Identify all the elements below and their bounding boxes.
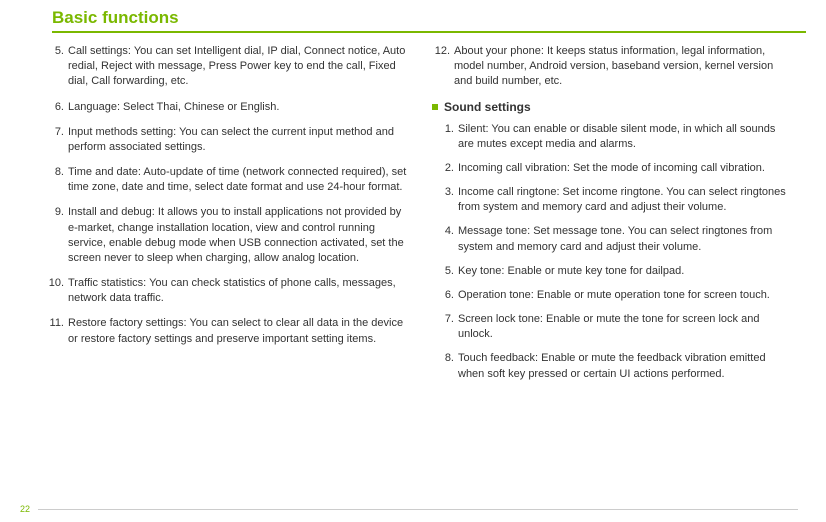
right-top-item-number: 12. bbox=[432, 44, 454, 90]
left-item-number: 6. bbox=[46, 100, 68, 115]
sound-item: 1.Silent: You can enable or disable sile… bbox=[442, 122, 788, 152]
sound-item: 5.Key tone: Enable or mute key tone for … bbox=[442, 264, 788, 279]
page-header: Basic functions bbox=[52, 8, 806, 33]
left-item-number: 8. bbox=[46, 165, 68, 195]
right-top-item-text: About your phone: It keeps status inform… bbox=[454, 44, 788, 90]
left-item-text: Language: Select Thai, Chinese or Englis… bbox=[68, 100, 408, 115]
left-item-text: Input methods setting: You can select th… bbox=[68, 125, 408, 155]
sound-item: 2.Incoming call vibration: Set the mode … bbox=[442, 161, 788, 176]
sound-item-number: 4. bbox=[442, 224, 458, 254]
sound-item-text: Income call ringtone: Set income rington… bbox=[458, 185, 788, 215]
header-title: Basic functions bbox=[52, 8, 806, 30]
sound-item-number: 5. bbox=[442, 264, 458, 279]
sound-item-number: 6. bbox=[442, 288, 458, 303]
left-item-text: Time and date: Auto-update of time (netw… bbox=[68, 165, 408, 195]
sound-item-number: 1. bbox=[442, 122, 458, 152]
sound-item: 6.Operation tone: Enable or mute operati… bbox=[442, 288, 788, 303]
left-item-number: 9. bbox=[46, 205, 68, 266]
footer-line bbox=[38, 509, 798, 510]
page-footer: 22 bbox=[20, 504, 798, 514]
sound-item-text: Incoming call vibration: Set the mode of… bbox=[458, 161, 788, 176]
content-area: 5.Call settings: You can set Intelligent… bbox=[46, 44, 806, 391]
sound-item-text: Operation tone: Enable or mute operation… bbox=[458, 288, 788, 303]
sound-settings-title: Sound settings bbox=[444, 100, 531, 114]
sound-item: 3.Income call ringtone: Set income ringt… bbox=[442, 185, 788, 215]
sound-item-number: 7. bbox=[442, 312, 458, 342]
left-item-number: 5. bbox=[46, 44, 68, 90]
sound-item-text: Silent: You can enable or disable silent… bbox=[458, 122, 788, 152]
sound-settings-header: Sound settings bbox=[432, 100, 788, 114]
left-item: 10.Traffic statistics: You can check sta… bbox=[46, 276, 408, 306]
left-item-number: 10. bbox=[46, 276, 68, 306]
left-item: 9.Install and debug: It allows you to in… bbox=[46, 205, 408, 266]
right-top-item: 12.About your phone: It keeps status inf… bbox=[432, 44, 788, 90]
left-item-text: Restore factory settings: You can select… bbox=[68, 316, 408, 346]
sound-item-text: Key tone: Enable or mute key tone for da… bbox=[458, 264, 788, 279]
left-item-number: 11. bbox=[46, 316, 68, 346]
section-marker-icon bbox=[432, 104, 438, 110]
left-item: 5.Call settings: You can set Intelligent… bbox=[46, 44, 408, 90]
sound-item: 8.Touch feedback: Enable or mute the fee… bbox=[442, 351, 788, 381]
sound-item-text: Screen lock tone: Enable or mute the ton… bbox=[458, 312, 788, 342]
page-number: 22 bbox=[20, 504, 36, 514]
left-item-text: Call settings: You can set Intelligent d… bbox=[68, 44, 408, 90]
sound-item: 4.Message tone: Set message tone. You ca… bbox=[442, 224, 788, 254]
left-item-text: Install and debug: It allows you to inst… bbox=[68, 205, 408, 266]
sound-item-text: Message tone: Set message tone. You can … bbox=[458, 224, 788, 254]
left-item: 8.Time and date: Auto-update of time (ne… bbox=[46, 165, 408, 195]
right-column: 12.About your phone: It keeps status inf… bbox=[432, 44, 788, 391]
sound-item: 7.Screen lock tone: Enable or mute the t… bbox=[442, 312, 788, 342]
header-underline bbox=[52, 31, 806, 33]
sound-item-number: 2. bbox=[442, 161, 458, 176]
left-item-number: 7. bbox=[46, 125, 68, 155]
left-item: 11.Restore factory settings: You can sel… bbox=[46, 316, 408, 346]
left-item: 7.Input methods setting: You can select … bbox=[46, 125, 408, 155]
left-column: 5.Call settings: You can set Intelligent… bbox=[46, 44, 408, 391]
sound-item-text: Touch feedback: Enable or mute the feedb… bbox=[458, 351, 788, 381]
left-item: 6.Language: Select Thai, Chinese or Engl… bbox=[46, 100, 408, 115]
left-item-text: Traffic statistics: You can check statis… bbox=[68, 276, 408, 306]
sound-item-number: 8. bbox=[442, 351, 458, 381]
sound-item-number: 3. bbox=[442, 185, 458, 215]
